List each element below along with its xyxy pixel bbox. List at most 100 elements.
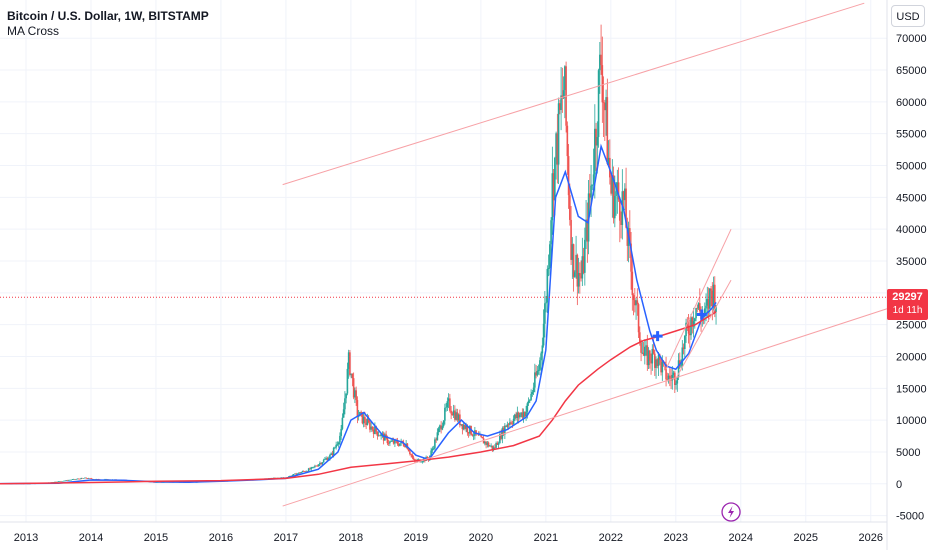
- ma-cross-marker: [652, 331, 663, 342]
- x-tick-label: 2023: [664, 532, 688, 544]
- candle-body: [387, 443, 390, 444]
- candle-body: [454, 410, 456, 420]
- trendline[interactable]: [282, 308, 888, 507]
- candle-body: [374, 426, 376, 434]
- candle-body: [560, 95, 562, 111]
- candle-body: [75, 479, 78, 480]
- candle-body: [446, 401, 449, 408]
- y-tick-label: 70000: [896, 33, 927, 45]
- candle-body: [655, 359, 657, 368]
- candle-body: [500, 434, 502, 439]
- candle-body: [636, 300, 639, 305]
- candle-body: [57, 481, 60, 482]
- trendline[interactable]: [282, 2, 865, 186]
- candle-body: [530, 393, 532, 400]
- candle-body: [695, 308, 697, 319]
- candle-body: [681, 347, 684, 366]
- candle-body: [607, 157, 610, 164]
- y-tick-label: 40000: [896, 224, 927, 236]
- candle-body: [412, 457, 415, 460]
- candle-body: [299, 472, 301, 474]
- candle-body: [384, 434, 386, 441]
- trendline[interactable]: [675, 279, 732, 380]
- candle-body: [372, 429, 375, 434]
- ma-cross-study-label[interactable]: MA Cross: [7, 24, 60, 38]
- candle-body: [715, 305, 717, 312]
- candle-body: [484, 441, 486, 444]
- candle-body: [506, 424, 509, 427]
- candle-body: [645, 345, 647, 347]
- candle-body: [713, 284, 716, 312]
- candle-body: [336, 444, 339, 445]
- candle-body: [567, 156, 570, 196]
- candle-body: [650, 360, 652, 364]
- y-tick-label: 0: [896, 479, 902, 491]
- candle-body: [450, 410, 452, 414]
- candle-body: [514, 414, 516, 419]
- candle-body: [402, 442, 405, 446]
- symbol-title[interactable]: Bitcoin / U.S. Dollar, 1W, BITSTAMP: [7, 9, 209, 23]
- candle-body: [370, 426, 372, 430]
- candle-body: [451, 413, 454, 416]
- candle-body: [634, 300, 636, 306]
- candle-body: [305, 471, 307, 472]
- candle-body: [591, 184, 594, 186]
- candle-body: [349, 352, 351, 375]
- candle-body: [481, 436, 484, 439]
- candle-body: [352, 378, 355, 398]
- candle-body: [414, 459, 416, 461]
- y-tick-label: 25000: [896, 320, 927, 332]
- candle-body: [410, 454, 412, 456]
- candle-body: [581, 256, 584, 279]
- trendline[interactable]: [665, 228, 732, 370]
- y-tick-label: 5000: [896, 447, 920, 459]
- candle-body: [435, 439, 437, 441]
- candle-body: [376, 431, 379, 436]
- candle-body: [90, 478, 93, 479]
- candle-body: [322, 459, 325, 463]
- candle-body: [371, 426, 374, 430]
- candle-body: [497, 443, 500, 445]
- candle-body: [537, 369, 540, 371]
- candle-body: [332, 448, 335, 456]
- candle-body: [667, 375, 670, 380]
- candle-body: [320, 462, 322, 465]
- candle-body: [394, 439, 396, 444]
- candle-body: [455, 412, 457, 420]
- candle-body: [556, 133, 559, 165]
- candle-body: [430, 450, 432, 456]
- candle-body: [465, 425, 467, 429]
- x-tick-label: 2026: [859, 532, 883, 544]
- candle-body: [341, 417, 344, 429]
- candle-body: [61, 481, 64, 482]
- candle-body: [539, 360, 541, 370]
- candle-body: [491, 445, 494, 450]
- candle-body: [697, 303, 700, 309]
- candle-body: [307, 468, 310, 472]
- candle-body: [615, 191, 617, 196]
- candle-body: [431, 448, 434, 451]
- currency-button[interactable]: USD: [891, 5, 925, 27]
- candle-body: [705, 305, 707, 309]
- candle-body: [525, 411, 527, 417]
- candle-body: [294, 473, 296, 475]
- candle-body: [682, 347, 685, 349]
- candle-body: [544, 303, 546, 324]
- candle-body: [699, 303, 701, 312]
- candle-body: [62, 480, 65, 482]
- candle-body: [477, 433, 480, 436]
- candle-body: [316, 466, 319, 467]
- candle-body: [479, 434, 481, 436]
- candle-body: [516, 412, 519, 419]
- candle-body: [360, 411, 362, 413]
- candle-body: [704, 308, 706, 316]
- candle-body: [622, 191, 625, 201]
- candle-body: [362, 416, 365, 424]
- candle-body: [559, 103, 561, 111]
- candle-body: [582, 256, 585, 273]
- candle-body: [66, 480, 69, 481]
- candle-body: [630, 243, 632, 272]
- candle-body: [547, 267, 550, 269]
- candle-body: [654, 353, 656, 368]
